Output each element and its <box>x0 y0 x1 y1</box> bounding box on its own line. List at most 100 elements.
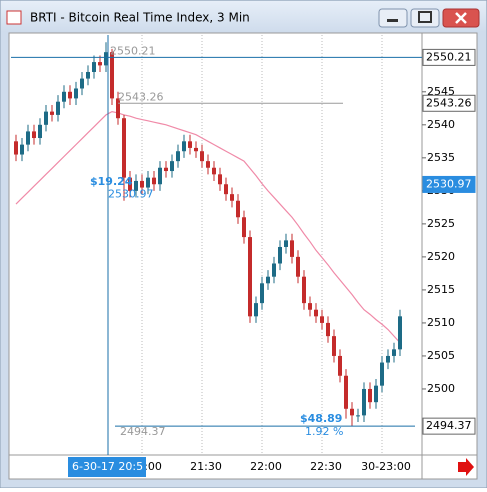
y-tick-label: 2500 <box>427 382 455 395</box>
candle-body <box>392 349 396 356</box>
candle-body <box>374 385 378 403</box>
candle-body <box>314 309 318 317</box>
candle-body <box>158 167 162 185</box>
price-marker-label: 2494.37 <box>426 419 472 432</box>
candle-body <box>194 147 198 152</box>
x-tick-label: 21:30 <box>190 460 222 473</box>
candle-body <box>26 131 30 145</box>
candle-body <box>368 388 372 403</box>
candle-body <box>308 303 312 310</box>
window-title: BRTI - Bitcoin Real Time Index, 3 Min <box>30 11 250 25</box>
candle-body <box>200 151 204 162</box>
candle-body <box>128 177 132 191</box>
price-marker-label: 2550.21 <box>426 50 472 63</box>
candle-body <box>236 200 240 218</box>
candle-body <box>122 118 126 178</box>
candle-body <box>20 144 24 155</box>
candle-body <box>134 180 138 191</box>
candle-body <box>110 52 114 99</box>
candle-body <box>350 408 354 416</box>
y-tick-label: 2535 <box>427 151 455 164</box>
price-marker-box <box>422 175 476 193</box>
candle-body <box>398 316 402 350</box>
candle-body <box>284 240 288 247</box>
candle-body <box>272 263 276 277</box>
candle-body <box>68 91 72 99</box>
price-line-label: 2543.26 <box>118 90 164 103</box>
candle-body <box>98 62 102 66</box>
measure-annotation: $19.24 <box>90 175 133 188</box>
candle-body <box>320 316 324 323</box>
candle-body <box>170 161 174 172</box>
candle-body <box>338 355 342 376</box>
y-tick-label: 2505 <box>427 349 455 362</box>
candle-body <box>332 336 336 356</box>
close-button[interactable] <box>442 8 480 28</box>
moving-average <box>15 110 401 344</box>
candle-body <box>266 276 270 284</box>
candle-body <box>140 180 144 188</box>
candle-body <box>386 355 390 363</box>
app-icon <box>6 10 22 25</box>
candle-body <box>62 91 66 102</box>
candle-body <box>254 303 258 317</box>
candle-body <box>116 98 120 119</box>
maximize-button[interactable] <box>410 8 440 28</box>
y-tick-label: 2525 <box>427 217 455 230</box>
candle-body <box>290 240 294 257</box>
price-marker-label: 2530.97 <box>426 177 472 190</box>
candle-body <box>14 141 18 155</box>
chart-area <box>8 32 478 480</box>
candle-body <box>224 184 228 195</box>
measure-annotation: $48.89 <box>300 412 342 425</box>
candle-body <box>278 246 282 264</box>
y-tick-label: 2510 <box>427 316 455 329</box>
price-marker-label: 2543.26 <box>426 96 472 109</box>
price-line-label: 2494.37 <box>120 425 166 438</box>
minimize-button[interactable] <box>378 8 408 28</box>
candle-body <box>380 362 384 386</box>
candle-body <box>50 111 54 115</box>
candle-body <box>32 131 36 139</box>
measure-annotation: 1.92 % <box>305 425 343 438</box>
candle-body <box>212 167 216 175</box>
candle-body <box>230 194 234 201</box>
x-tick-label: 22:00 <box>250 460 282 473</box>
candle-body <box>218 174 222 185</box>
candle-body <box>356 415 360 417</box>
candle-body <box>362 388 366 416</box>
candle-body <box>38 124 42 139</box>
price-marker-box <box>422 417 476 435</box>
y-tick-label: 2545 <box>427 85 455 98</box>
candle-body <box>152 177 156 185</box>
candle-body <box>92 62 96 72</box>
y-tick-label: 2540 <box>427 118 455 131</box>
candle-body <box>296 256 300 277</box>
candle-body <box>242 217 246 238</box>
candle-body <box>86 71 90 79</box>
candle-body <box>80 78 84 89</box>
crosshair-time-label: 6-30-17 20:5 <box>72 460 143 473</box>
price-marker-box <box>422 94 476 112</box>
candle-body <box>146 177 150 188</box>
candle-body <box>164 167 168 172</box>
candle-body <box>260 283 264 304</box>
x-tick-label: 22:30 <box>310 460 342 473</box>
price-line-label: 2530.97 <box>108 187 154 200</box>
candle-body <box>206 161 210 168</box>
candle-body <box>74 88 78 99</box>
scroll-to-end-arrow[interactable] <box>458 458 474 476</box>
price-line-label: 2550.21 <box>110 44 156 57</box>
y-tick-label: 2515 <box>427 283 455 296</box>
x-tick-label: 30-23:00 <box>361 460 411 473</box>
price-marker-box <box>422 48 476 66</box>
candle-body <box>302 276 306 304</box>
candle-body <box>248 237 252 317</box>
candle-body <box>188 141 192 148</box>
candle-body <box>56 101 60 115</box>
candle-body <box>176 151 180 162</box>
crosshair-time-box <box>68 457 146 477</box>
candle-body <box>104 52 108 66</box>
candle-body <box>44 111 48 125</box>
